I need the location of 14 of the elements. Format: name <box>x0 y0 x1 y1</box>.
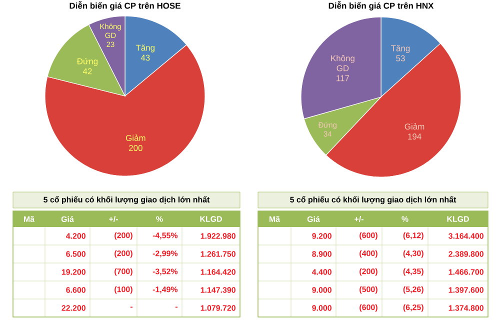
data-label: 42 <box>82 68 92 74</box>
data-label: 53 <box>396 55 405 62</box>
chart-title: Diễn biến giá CP trên HOSE <box>70 1 180 10</box>
slice-label: Tăng <box>136 44 154 52</box>
data-label: 194 <box>408 134 422 140</box>
data-label: 43 <box>140 54 150 61</box>
slice-label: Tăng <box>391 44 410 53</box>
slice-label: Không GD <box>331 55 354 72</box>
slice-label: Giảm <box>126 134 146 142</box>
data-label: 117 <box>336 75 350 82</box>
slice-label: Giảm <box>404 123 424 130</box>
chart-title: Diễn biến giá CP trên HNX <box>328 1 434 10</box>
data-label: 200 <box>129 144 142 151</box>
slice-label: Đứng <box>76 58 98 66</box>
